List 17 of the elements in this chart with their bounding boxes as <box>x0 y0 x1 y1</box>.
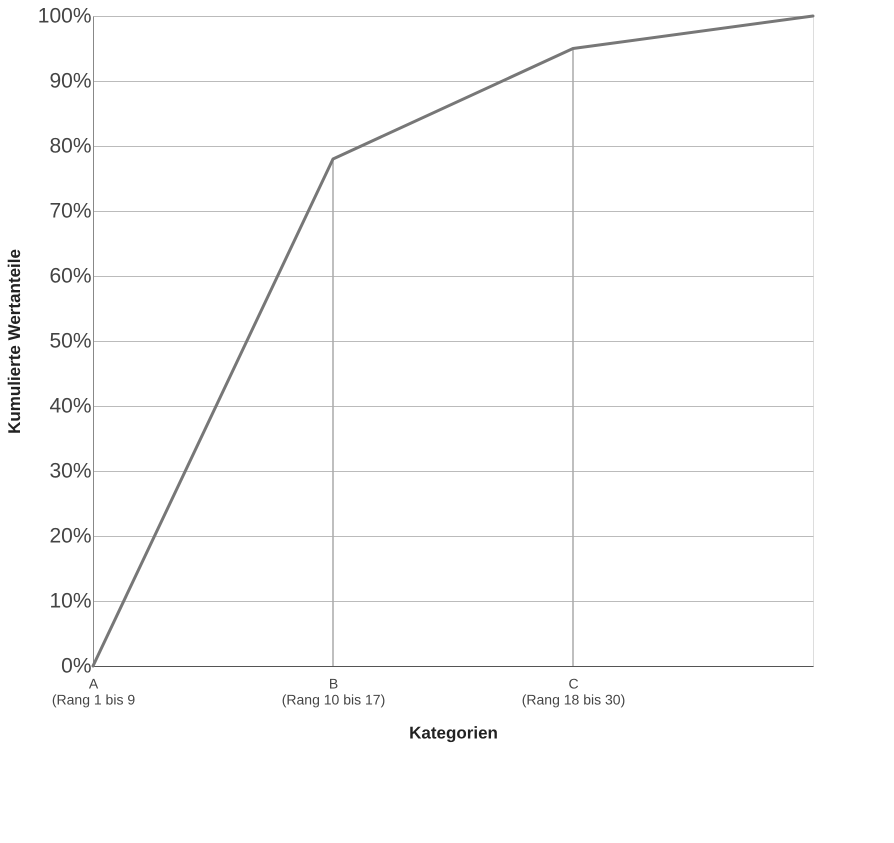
y-tick-label: 60% <box>49 264 92 288</box>
x-tick-label: B (Rang 10 bis 17) <box>282 676 386 708</box>
line-series <box>92 14 814 668</box>
x-tick-label: C (Rang 18 bis 30) <box>522 676 626 708</box>
y-tick-label: 100% <box>38 4 92 28</box>
y-tick-label: 50% <box>49 330 92 352</box>
x-tick-label: A (Rang 1 bis 9 <box>52 676 136 708</box>
y-tick-label: 0% <box>61 654 92 678</box>
y-tick-label: 90% <box>49 70 92 92</box>
y-tick-label: 10% <box>49 590 92 612</box>
y-tick-label: 70% <box>49 200 92 222</box>
x-axis-title: Kategorien <box>409 724 498 742</box>
y-tick-label: 20% <box>49 524 92 548</box>
y-tick-label: 40% <box>49 394 92 418</box>
y-tick-label: 30% <box>49 460 92 482</box>
y-tick-label: 80% <box>49 134 92 158</box>
y-axis-title: Kumulierte Wertanteile <box>4 249 24 434</box>
